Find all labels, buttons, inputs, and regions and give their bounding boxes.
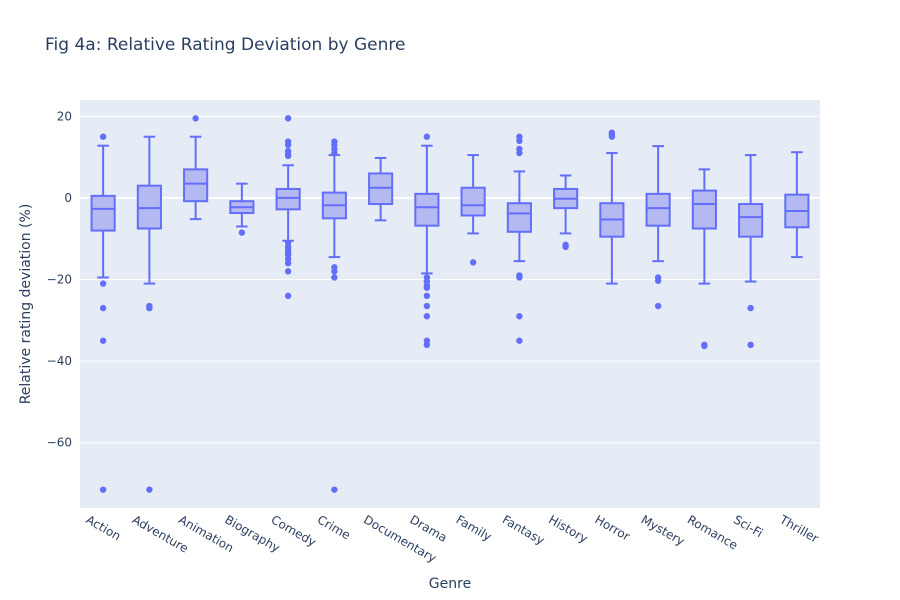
- box-animation: [183, 115, 209, 221]
- box-romance: [691, 168, 717, 350]
- outlier-point: [747, 341, 754, 348]
- outlier-point: [516, 274, 523, 281]
- outlier-point: [701, 342, 708, 350]
- outlier-point: [423, 292, 431, 300]
- outlier-point: [146, 304, 153, 312]
- y-axis-ticks: 20 0 −20 −40 −60: [47, 109, 72, 449]
- iqr-box: [691, 189, 717, 230]
- outlier-point: [331, 274, 338, 281]
- box-series: [90, 115, 810, 493]
- outlier-point: [423, 341, 431, 348]
- box-crime: [321, 138, 347, 493]
- x-tick-label: Thriller: [777, 512, 821, 546]
- iqr-box: [136, 184, 162, 230]
- outlier-point: [423, 302, 431, 310]
- outlier-point: [331, 486, 338, 493]
- x-tick-label: Action: [84, 512, 124, 543]
- iqr-box: [414, 192, 440, 227]
- x-tick-label: Family: [454, 512, 494, 543]
- x-tick-label: History: [546, 512, 590, 545]
- outlier-point: [99, 486, 107, 493]
- outlier-point: [516, 149, 523, 157]
- outlier-point: [423, 284, 431, 291]
- y-tick-label: −20: [47, 273, 72, 287]
- outlier-point: [331, 268, 338, 275]
- outlier-point: [469, 259, 477, 266]
- iqr-box: [460, 186, 486, 217]
- outlier-point: [284, 115, 292, 122]
- outlier-point: [284, 152, 292, 160]
- outlier-point: [516, 137, 523, 144]
- outlier-point: [284, 268, 292, 275]
- outlier-point: [423, 313, 431, 320]
- iqr-box: [90, 194, 116, 232]
- box-sci-fi: [738, 154, 764, 348]
- iqr-box: [738, 203, 764, 238]
- box-history: [553, 174, 579, 251]
- iqr-box: [506, 202, 532, 233]
- outlier-point: [99, 280, 107, 287]
- y-tick-label: −40: [47, 354, 72, 368]
- box-thriller: [784, 151, 810, 259]
- x-axis-title: Genre: [429, 576, 471, 592]
- iqr-box: [645, 192, 671, 227]
- outlier-point: [654, 302, 662, 310]
- box-biography: [229, 182, 255, 236]
- outlier-point: [192, 115, 199, 122]
- outlier-point: [562, 243, 569, 251]
- box-adventure: [136, 135, 162, 493]
- x-tick-label: Crime: [315, 512, 353, 542]
- chart-title: Fig 4a: Relative Rating Deviation by Gen…: [45, 35, 405, 55]
- x-tick-label: Sci-Fi: [731, 512, 765, 540]
- x-tick-label: Mystery: [639, 512, 687, 548]
- x-tick-label: Fantasy: [500, 512, 547, 547]
- box-horror: [599, 129, 625, 285]
- box-fantasy: [506, 133, 532, 344]
- plot-area: [80, 100, 820, 508]
- y-tick-label: 0: [64, 191, 72, 205]
- box-drama: [414, 133, 440, 348]
- outlier-point: [146, 486, 153, 493]
- outlier-point: [284, 260, 292, 267]
- outlier-point: [238, 229, 246, 236]
- iqr-box: [368, 172, 394, 206]
- outlier-point: [516, 313, 523, 320]
- x-axis-ticks: Action AdventureAnimationBiographyComedyC…: [84, 512, 821, 565]
- outlier-point: [284, 292, 292, 300]
- box-documentary: [368, 156, 394, 222]
- box-family: [460, 154, 486, 266]
- outlier-point: [747, 304, 754, 312]
- outlier-point: [284, 141, 292, 149]
- box-mystery: [645, 145, 671, 310]
- iqr-box: [275, 187, 301, 211]
- outlier-point: [608, 133, 616, 140]
- outlier-point: [654, 277, 662, 284]
- box-comedy: [275, 115, 301, 300]
- outlier-point: [423, 133, 431, 140]
- outlier-point: [99, 304, 107, 312]
- outlier-point: [99, 133, 107, 140]
- y-tick-label: −60: [47, 436, 72, 450]
- x-tick-label: Horror: [592, 512, 632, 543]
- iqr-box: [183, 168, 209, 203]
- y-axis-title: Relative rating deviation (%): [18, 204, 34, 405]
- outlier-point: [331, 149, 338, 157]
- y-tick-label: 20: [57, 109, 72, 123]
- outlier-point: [516, 337, 523, 344]
- box-action: [90, 133, 116, 493]
- x-tick-label: Romance: [685, 512, 740, 552]
- outlier-point: [99, 337, 107, 344]
